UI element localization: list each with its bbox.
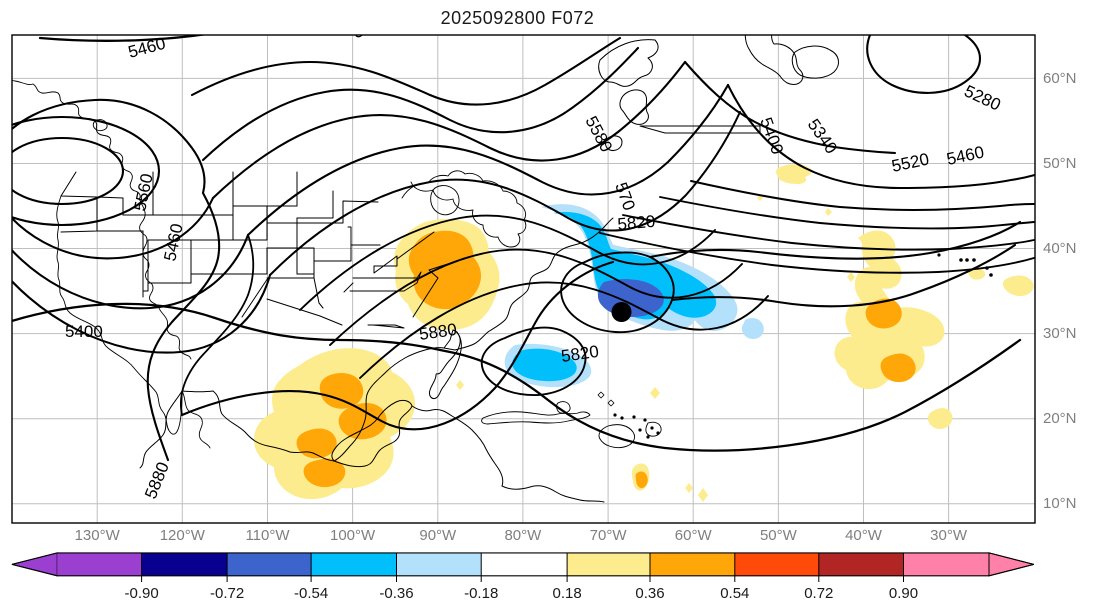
svg-text:-0.72: -0.72	[210, 585, 244, 602]
svg-text:40°W: 40°W	[845, 527, 883, 544]
svg-text:5340: 5340	[804, 115, 841, 157]
svg-text:5880: 5880	[418, 320, 458, 344]
svg-text:100°W: 100°W	[330, 527, 376, 544]
svg-text:120°W: 120°W	[160, 527, 206, 544]
svg-text:10°N: 10°N	[1043, 495, 1077, 512]
svg-text:5460: 5460	[945, 142, 986, 168]
svg-text:-0.90: -0.90	[124, 585, 158, 602]
svg-text:-0.36: -0.36	[379, 585, 413, 602]
svg-text:0.72: 0.72	[804, 585, 833, 602]
svg-text:130°W: 130°W	[75, 527, 121, 544]
svg-text:5580: 5580	[581, 113, 616, 155]
svg-text:5460: 5460	[126, 34, 167, 62]
svg-text:5460: 5460	[160, 222, 186, 263]
svg-text:-0.54: -0.54	[294, 585, 328, 602]
svg-text:0.18: 0.18	[552, 585, 581, 602]
svg-text:5520: 5520	[890, 149, 931, 175]
svg-text:55: 55	[290, 8, 315, 33]
svg-text:20°N: 20°N	[1043, 410, 1077, 427]
svg-text:5640: 5640	[352, 15, 393, 41]
svg-text:60°N: 60°N	[1043, 70, 1077, 87]
svg-text:0.54: 0.54	[720, 585, 749, 602]
svg-text:50°N: 50°N	[1043, 155, 1077, 172]
svg-text:30°N: 30°N	[1043, 325, 1077, 342]
svg-text:60°W: 60°W	[675, 527, 713, 544]
svg-text:0.36: 0.36	[635, 585, 664, 602]
svg-text:5820: 5820	[617, 212, 656, 234]
svg-text:40°N: 40°N	[1043, 240, 1077, 257]
svg-text:110°W: 110°W	[245, 527, 290, 544]
svg-text:5400: 5400	[65, 322, 103, 341]
svg-text:5400: 5400	[756, 115, 787, 157]
svg-text:5280: 5280	[961, 81, 1003, 114]
svg-text:70°W: 70°W	[590, 527, 628, 544]
svg-text:0.90: 0.90	[889, 585, 918, 602]
svg-text:80°W: 80°W	[504, 527, 542, 544]
svg-text:30°W: 30°W	[930, 527, 968, 544]
svg-text:-0.18: -0.18	[464, 585, 498, 602]
svg-text:90°W: 90°W	[419, 527, 457, 544]
svg-text:5820: 5820	[560, 342, 600, 366]
svg-text:5880: 5880	[141, 459, 173, 501]
svg-text:50°W: 50°W	[760, 527, 798, 544]
